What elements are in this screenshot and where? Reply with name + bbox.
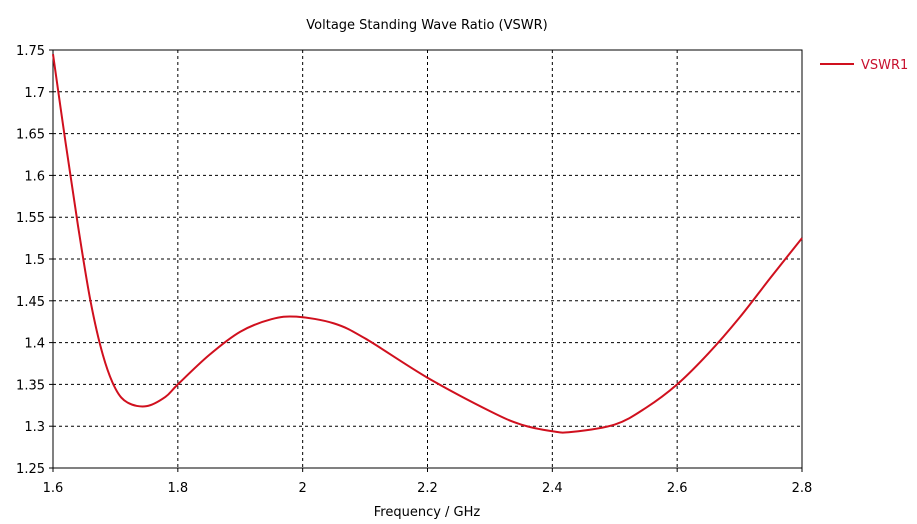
legend[interactable]: VSWR1	[820, 58, 908, 73]
y-tick-label: 1.4	[24, 337, 45, 352]
x-tick-label: 2.6	[667, 481, 688, 496]
x-axis-label: Frequency / GHz	[374, 505, 481, 520]
x-axis: 1.6 1.8 2 2.2 2.4 2.6 2.8	[43, 468, 813, 496]
x-tick-label: 1.8	[167, 481, 188, 496]
y-tick-label: 1.45	[16, 295, 45, 310]
grid	[53, 50, 802, 468]
x-tick-label: 2.4	[542, 481, 563, 496]
y-tick-label: 1.55	[16, 211, 45, 226]
x-tick-label: 2	[299, 481, 307, 496]
legend-label-vswr1: VSWR1	[861, 58, 908, 73]
series-group	[52, 54, 803, 434]
y-tick-label: 1.65	[16, 128, 45, 143]
x-tick-label: 1.6	[43, 481, 64, 496]
x-tick-label: 2.8	[792, 481, 813, 496]
y-tick-label: 1.35	[16, 378, 45, 393]
y-axis: 1.25 1.3 1.35 1.4 1.45 1.5 1.55 1.6 1.65 1.7 1.75	[16, 44, 53, 477]
x-tick-label: 2.2	[417, 481, 438, 496]
y-tick-label: 1.5	[24, 253, 45, 268]
y-tick-label: 1.7	[24, 86, 45, 101]
y-tick-label: 1.3	[24, 420, 45, 435]
y-tick-label: 1.25	[16, 462, 45, 477]
chart-title: Voltage Standing Wave Ratio (VSWR)	[306, 18, 547, 33]
y-tick-label: 1.75	[16, 44, 45, 59]
series-line-vswr1	[52, 54, 803, 434]
y-tick-label: 1.6	[24, 169, 45, 184]
